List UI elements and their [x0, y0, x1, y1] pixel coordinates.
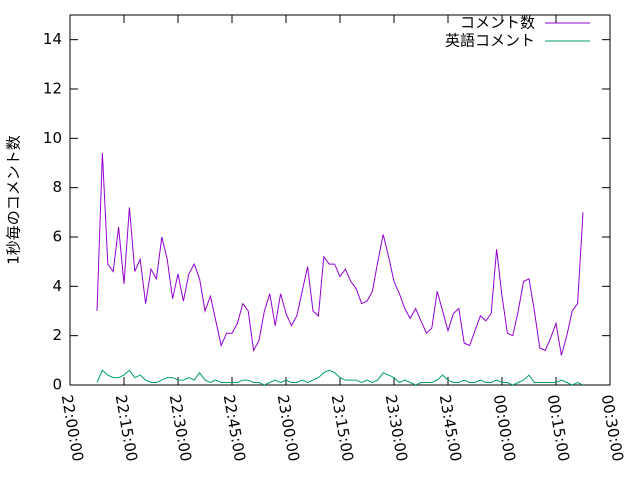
y-tick-label: 10 [43, 129, 62, 147]
plot-frame [69, 14, 611, 386]
y-tick-label: 14 [43, 30, 62, 48]
series-line [96, 369, 584, 386]
series-line [96, 153, 584, 356]
x-tick-label: 22:00:00 [58, 393, 87, 462]
x-tick-label: 23:30:00 [382, 393, 411, 462]
legend-label: コメント数 [460, 14, 535, 32]
y-tick-label: 4 [52, 277, 62, 295]
y-axis-label: 1秒毎のコメント数 [5, 135, 23, 265]
x-tick-label: 22:15:00 [112, 393, 141, 462]
legend-label: 英語コメント [445, 32, 535, 50]
x-tick-label: 00:00:00 [490, 393, 519, 462]
x-tick-label: 23:00:00 [274, 393, 303, 462]
y-tick-label: 2 [52, 326, 62, 344]
y-tick-label: 8 [52, 178, 62, 196]
y-tick-label: 12 [43, 80, 62, 98]
x-tick-label: 22:30:00 [166, 393, 195, 462]
x-tick-label: 22:45:00 [220, 393, 249, 462]
x-tick-label: 23:15:00 [328, 393, 357, 462]
x-tick-label: 23:45:00 [436, 393, 465, 462]
x-tick-label: 00:15:00 [544, 393, 573, 462]
x-tick-label: 00:30:00 [598, 393, 627, 462]
y-tick-label: 6 [52, 228, 62, 246]
y-tick-label: 0 [52, 376, 62, 394]
